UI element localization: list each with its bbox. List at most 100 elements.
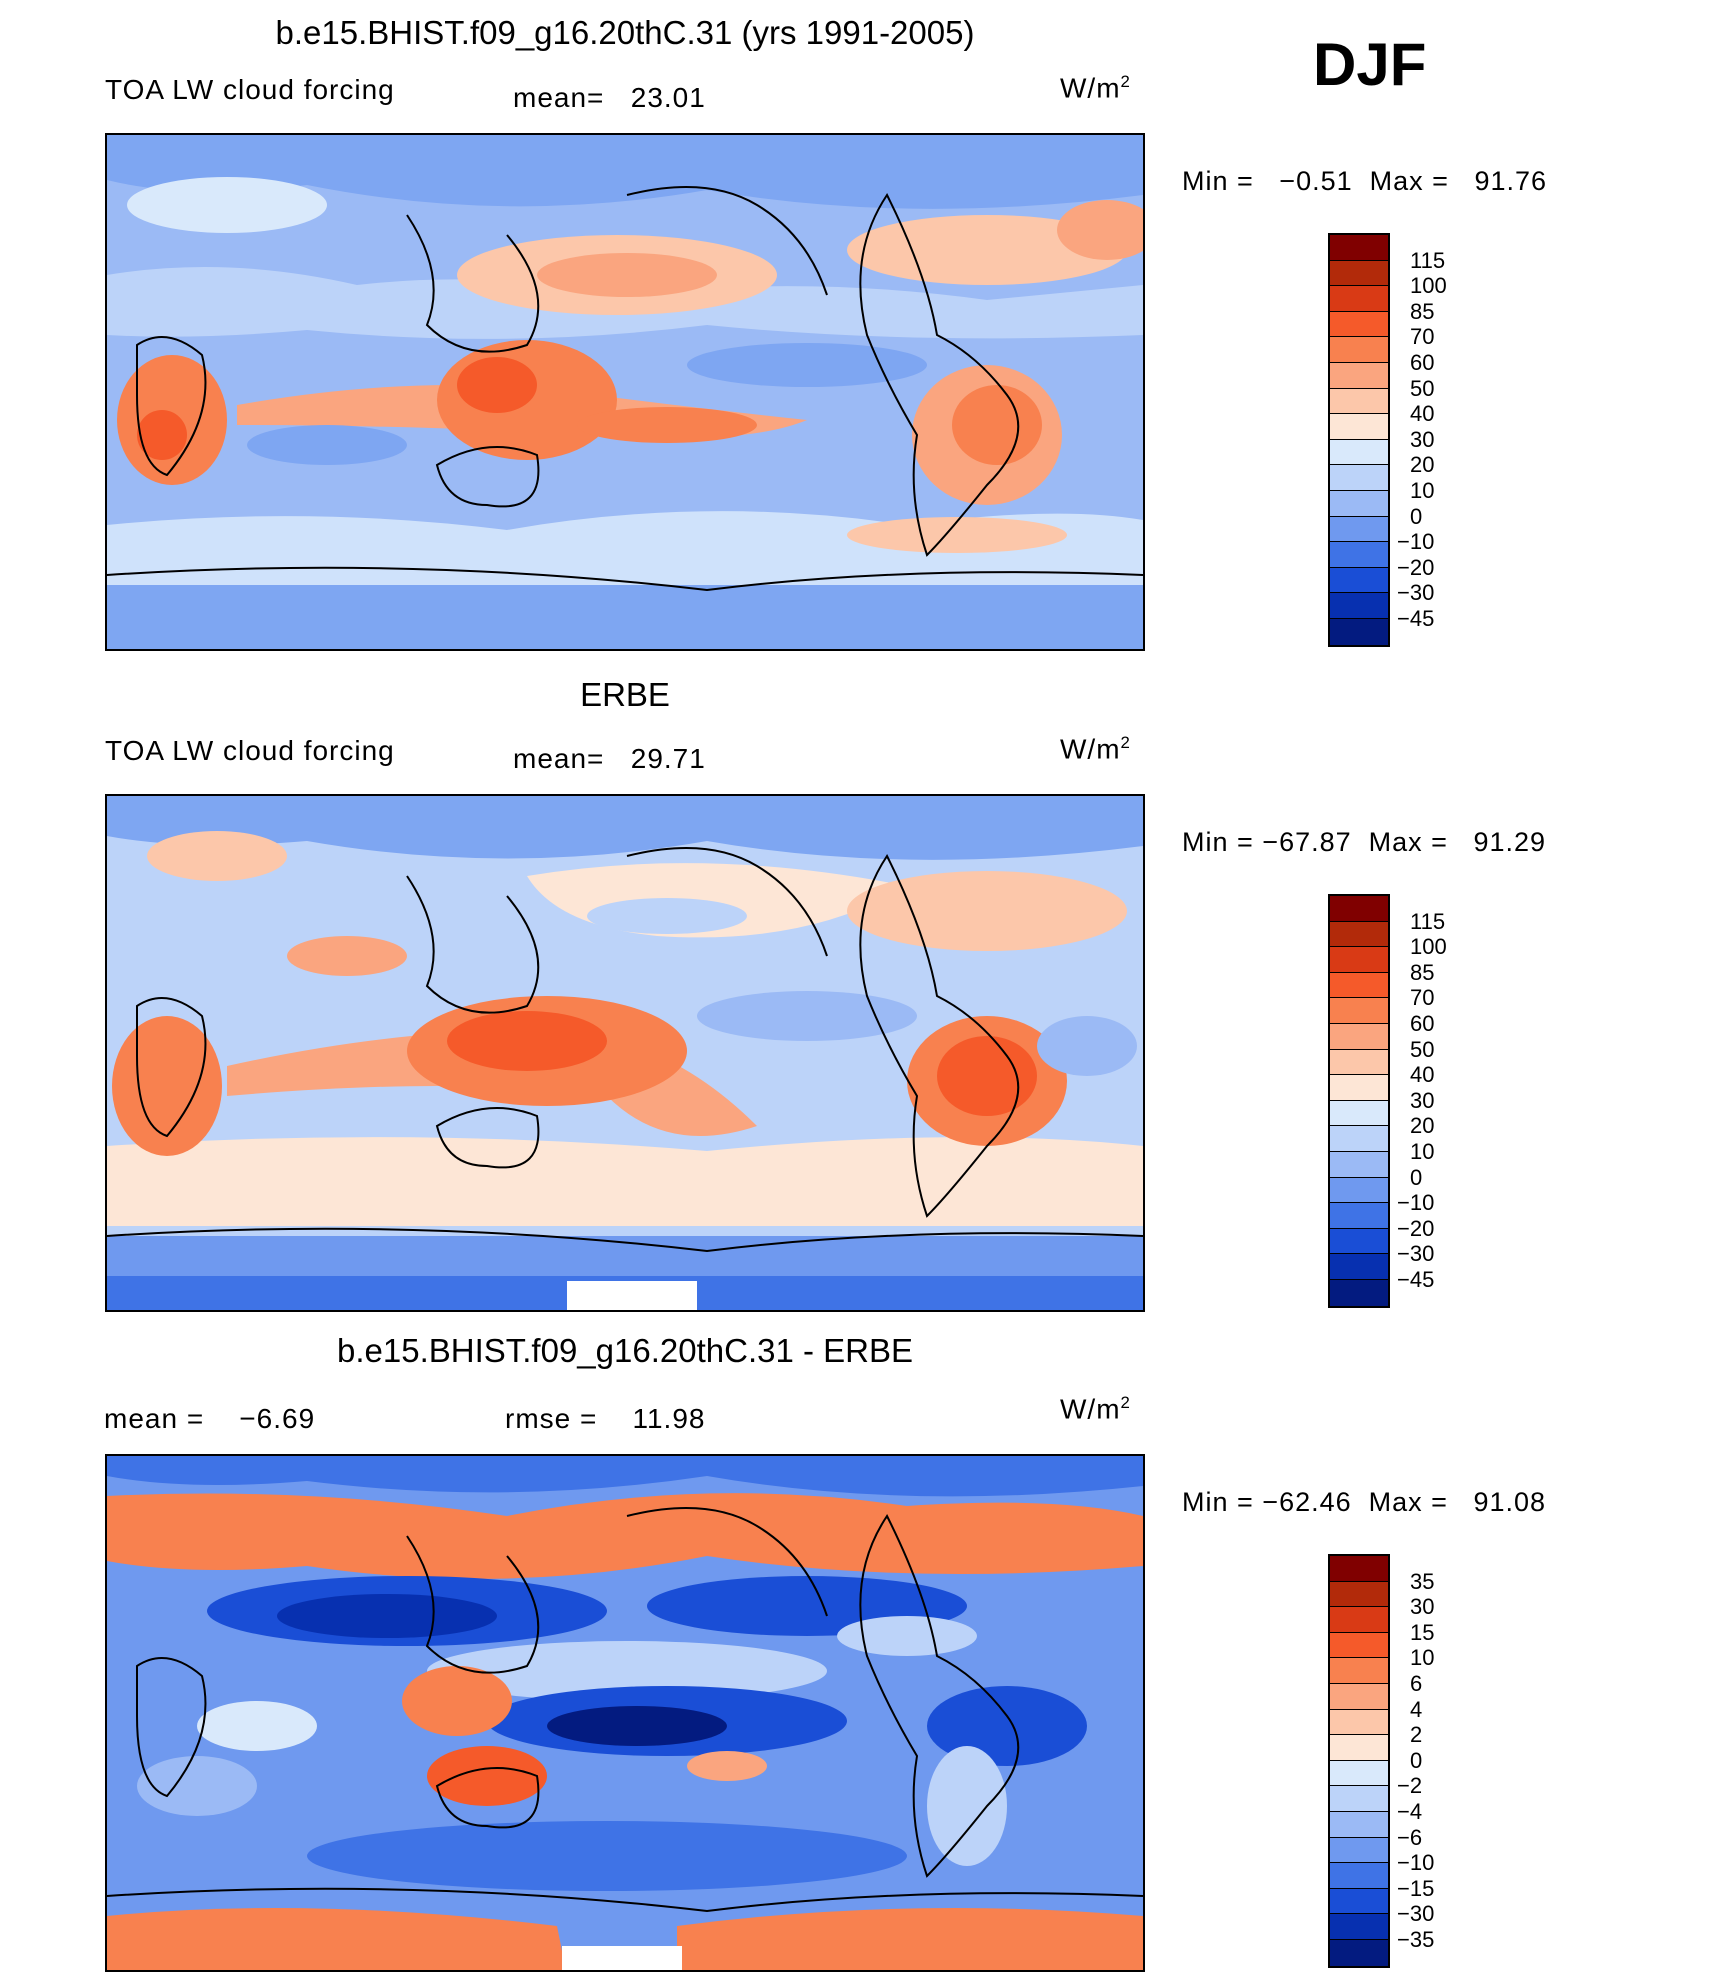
colorbar-tick-label: −2 xyxy=(1397,1773,1423,1799)
colorbar-tick-label: 15 xyxy=(1410,1619,1435,1645)
panel1-title: b.e15.BHIST.f09_g16.20thC.31 (yrs 1991-2… xyxy=(275,14,975,51)
panel2-mean-value: 29.71 xyxy=(630,743,706,774)
panel3-title: b.e15.BHIST.f09_g16.20thC.31 - ERBE xyxy=(336,1332,914,1369)
panel2-variable-label: TOA LW cloud forcing xyxy=(105,735,395,766)
colorbar-tick-label: 50 xyxy=(1410,375,1435,401)
colorbar-tick-label: 60 xyxy=(1410,1011,1435,1036)
colorbar-tick-label: 0 xyxy=(1410,1747,1423,1773)
panel1-mean: mean= 23.01 xyxy=(513,82,706,114)
colorbar-swatch xyxy=(1330,1023,1388,1050)
colorbar-swatch xyxy=(1330,1203,1388,1229)
colorbar-tick-label: 6 xyxy=(1410,1671,1423,1696)
colorbar-swatch xyxy=(1330,286,1388,312)
panel1-colorbar xyxy=(1328,233,1390,647)
colorbar-tick-label: 2 xyxy=(1410,1722,1423,1748)
season-label: DJF xyxy=(1313,31,1427,98)
colorbar-swatch xyxy=(1330,1607,1388,1633)
colorbar-swatch xyxy=(1330,1658,1388,1684)
colorbar-tick-label: 0 xyxy=(1410,503,1423,529)
colorbar-swatch xyxy=(1330,516,1388,543)
colorbar-tick-label: −45 xyxy=(1397,606,1435,631)
colorbar-tick-label: 85 xyxy=(1410,298,1435,324)
colorbar-swatch xyxy=(1330,1709,1388,1736)
colorbar-swatch xyxy=(1330,567,1388,594)
colorbar-swatch xyxy=(1330,260,1388,287)
colorbar-tick-label: −30 xyxy=(1397,1241,1435,1267)
panel1-mean-value: 23.01 xyxy=(630,82,706,113)
colorbar-swatch xyxy=(1330,465,1388,491)
colorbar-tick-label: −20 xyxy=(1397,554,1435,580)
panel3-rmse: rmse = 11.98 xyxy=(505,1403,705,1435)
panel3-unit: W/m2 xyxy=(1060,1393,1131,1425)
colorbar-tick-label: 60 xyxy=(1410,350,1435,375)
colorbar-swatch xyxy=(1330,1049,1388,1076)
panel1-variable-label: TOA LW cloud forcing xyxy=(105,74,395,105)
colorbar-swatch xyxy=(1330,388,1388,415)
colorbar-tick-label: −10 xyxy=(1397,529,1435,555)
colorbar-tick-label: 10 xyxy=(1410,478,1435,503)
colorbar-swatch xyxy=(1330,1126,1388,1152)
colorbar-swatch xyxy=(1330,1888,1388,1915)
colorbar-swatch xyxy=(1330,362,1388,389)
colorbar-tick-label: 50 xyxy=(1410,1036,1435,1062)
colorbar-swatch xyxy=(1330,490,1388,517)
colorbar-swatch xyxy=(1330,1279,1388,1306)
colorbar-tick-label: 30 xyxy=(1410,1594,1435,1620)
colorbar-tick-label: 70 xyxy=(1410,985,1435,1011)
colorbar-tick-label: 10 xyxy=(1410,1645,1435,1671)
colorbar-swatch xyxy=(1330,1914,1388,1940)
colorbar-swatch xyxy=(1330,439,1388,466)
colorbar-swatch xyxy=(1330,311,1388,338)
colorbar-swatch xyxy=(1330,593,1388,619)
colorbar-swatch xyxy=(1330,618,1388,645)
colorbar-tick-label: 20 xyxy=(1410,452,1435,478)
colorbar-tick-label: −30 xyxy=(1397,1901,1435,1927)
colorbar-tick-label: −45 xyxy=(1397,1267,1435,1292)
colorbar-swatch xyxy=(1330,972,1388,999)
colorbar-tick-label: 30 xyxy=(1410,1087,1435,1113)
panel2-mean-label: mean= xyxy=(513,743,605,774)
panel2-minmax: Min = −67.87 Max = 91.29 xyxy=(1182,827,1547,857)
colorbar-swatch xyxy=(1330,1811,1388,1838)
colorbar-tick-label: 40 xyxy=(1410,1062,1435,1088)
panel2-unit: W/m2 xyxy=(1060,733,1131,765)
panel3-mean-value: −6.69 xyxy=(239,1403,316,1434)
colorbar-tick-label: −35 xyxy=(1397,1927,1435,1952)
colorbar-swatch xyxy=(1330,1556,1388,1582)
colorbar-swatch xyxy=(1330,337,1388,363)
panel3-colorbar xyxy=(1328,1554,1390,1968)
colorbar-swatch xyxy=(1330,1632,1388,1659)
colorbar-swatch xyxy=(1330,1683,1388,1710)
colorbar-tick-label: 20 xyxy=(1410,1113,1435,1139)
panel2-title: ERBE xyxy=(580,676,670,713)
colorbar-tick-label: 0 xyxy=(1410,1164,1423,1190)
colorbar-swatch xyxy=(1330,896,1388,922)
colorbar-tick-label: 40 xyxy=(1410,401,1435,427)
colorbar-tick-label: 115 xyxy=(1410,908,1446,934)
colorbar-swatch xyxy=(1330,1075,1388,1101)
panel3-rmse-value: 11.98 xyxy=(632,1403,706,1434)
colorbar-swatch xyxy=(1330,1177,1388,1204)
panel2-colorbar xyxy=(1328,894,1390,1308)
colorbar-swatch xyxy=(1330,1760,1388,1787)
panel2-map xyxy=(105,794,1145,1312)
colorbar-tick-label: 70 xyxy=(1410,324,1435,350)
colorbar-tick-label: −6 xyxy=(1397,1824,1423,1850)
panel1-unit: W/m2 xyxy=(1060,72,1131,104)
colorbar-swatch xyxy=(1330,1786,1388,1812)
colorbar-swatch xyxy=(1330,542,1388,568)
colorbar-tick-label: 115 xyxy=(1410,247,1446,273)
colorbar-tick-label: −4 xyxy=(1397,1799,1423,1824)
colorbar-swatch xyxy=(1330,1228,1388,1255)
colorbar-swatch xyxy=(1330,1837,1388,1864)
colorbar-tick-label: 100 xyxy=(1410,934,1447,960)
colorbar-swatch xyxy=(1330,1254,1388,1280)
panel2-mean: mean= 29.71 xyxy=(513,743,706,775)
panel1-mean-label: mean= xyxy=(513,82,605,113)
colorbar-tick-label: −30 xyxy=(1397,580,1435,606)
panel3-minmax: Min = −62.46 Max = 91.08 xyxy=(1182,1487,1547,1517)
colorbar-tick-label: −10 xyxy=(1397,1850,1435,1876)
colorbar-swatch xyxy=(1330,998,1388,1024)
panel1-minmax: Min = −0.51 Max = 91.76 xyxy=(1182,166,1548,196)
colorbar-swatch xyxy=(1330,1939,1388,1966)
